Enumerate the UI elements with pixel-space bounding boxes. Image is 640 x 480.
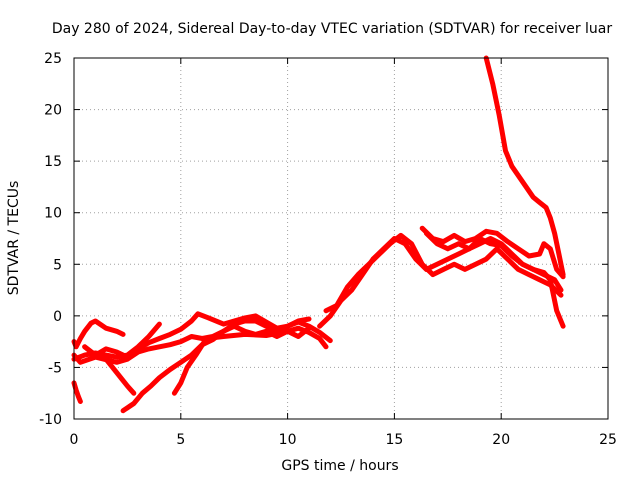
y-axis: -10 -5 0 5 10 15 20 25 [39,51,608,428]
chart-title: Day 280 of 2024, Sidereal Day-to-day VTE… [52,21,613,37]
x-tick-label: 5 [176,432,185,448]
series-group [71,55,566,414]
series-line-arc-2 [71,380,83,404]
y-tick-label: -5 [48,360,62,376]
series-line-arc-1 [71,318,126,350]
grid-lines [74,58,608,419]
plot-frame [73,57,609,420]
y-tick-label: 0 [53,309,62,325]
y-tick-label: -10 [39,412,62,428]
series-line-arc-12 [423,230,566,329]
x-tick-label: 15 [385,432,403,448]
x-tick-label: 10 [279,432,297,448]
x-axis: 0 5 10 15 20 25 [70,58,617,448]
series-line-arc-10 [323,232,564,314]
x-tick-label: 20 [492,432,510,448]
y-tick-label: 5 [53,257,62,273]
series-line-arc-8 [171,325,312,396]
y-tick-label: 25 [44,51,62,67]
series-line-arc-3 [71,321,162,362]
series-line-arc-6 [82,344,137,396]
y-tick-label: 20 [44,103,62,119]
x-axis-label: GPS time / hours [281,458,398,474]
x-tick-label: 25 [599,432,617,448]
y-tick-label: 15 [44,154,62,170]
x-tick-label: 0 [70,432,79,448]
y-tick-label: 10 [44,206,62,222]
series-line-arc-13 [483,55,566,278]
series-line-arc-11 [419,225,566,280]
y-axis-label: SDTVAR / TECUs [6,181,22,296]
